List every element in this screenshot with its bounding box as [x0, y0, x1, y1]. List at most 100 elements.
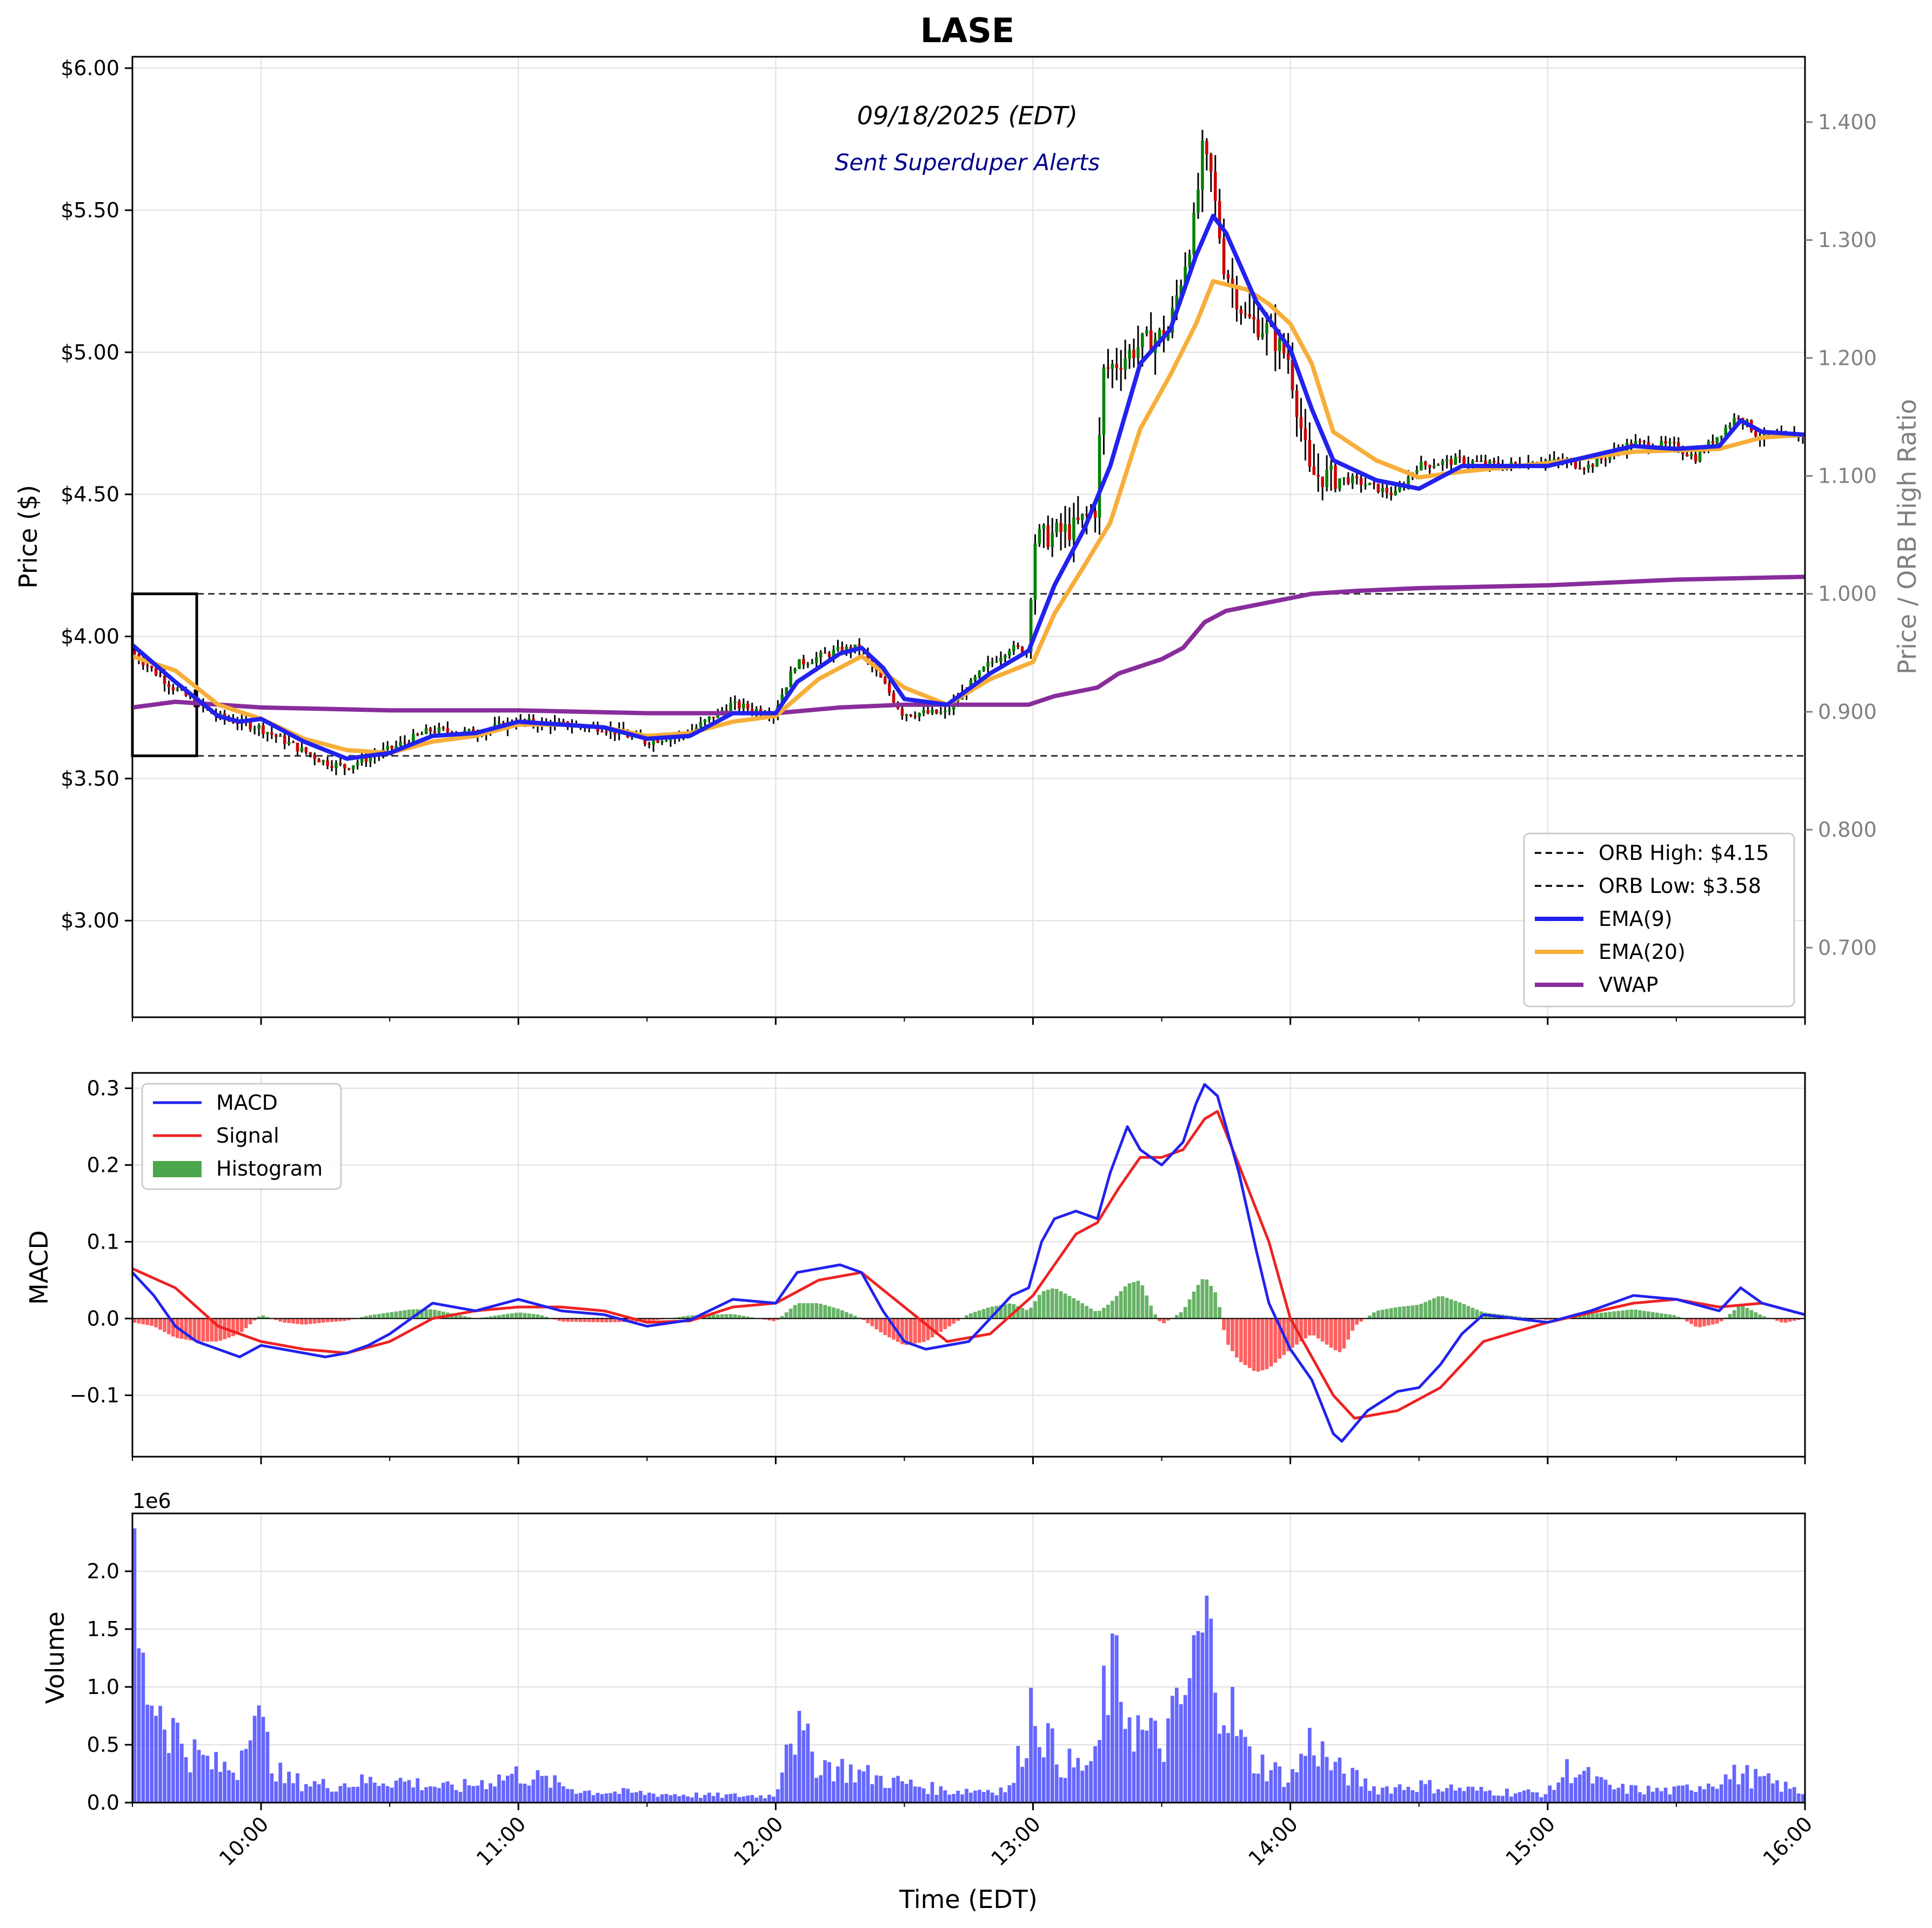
y-tick-label: 0.5: [87, 1733, 119, 1757]
candle-body: [1033, 543, 1037, 600]
candle-body: [836, 646, 840, 650]
volume-bar: [609, 1793, 613, 1803]
candle-body: [1415, 470, 1419, 473]
histogram-bar: [1590, 1313, 1595, 1319]
candle-body: [1715, 437, 1719, 444]
volume-bar: [960, 1794, 964, 1803]
candle-body: [1673, 442, 1676, 444]
volume-bars: [132, 1528, 1805, 1803]
volume-bar: [163, 1729, 166, 1803]
histogram-bar: [1269, 1318, 1273, 1367]
candle-body: [738, 701, 741, 709]
candle-body: [1394, 491, 1397, 495]
candle-body: [823, 652, 827, 654]
histogram-bar: [1359, 1318, 1363, 1322]
volume-bar: [913, 1786, 917, 1803]
volume-bar: [1621, 1784, 1625, 1803]
histogram-bar: [750, 1317, 754, 1319]
volume-bar: [681, 1794, 686, 1803]
candle-body: [973, 677, 977, 681]
histogram-bar: [1200, 1279, 1205, 1319]
volume-bar: [986, 1790, 990, 1803]
y2-tick-label: 0.800: [1818, 818, 1877, 842]
histogram-bar: [1694, 1318, 1698, 1327]
legend-label-orb-low: ORB Low: $3.58: [1599, 874, 1761, 898]
volume-bar: [167, 1753, 171, 1803]
candle-body: [1423, 462, 1427, 465]
volume-bar: [252, 1716, 257, 1803]
histogram-bar: [1072, 1298, 1076, 1319]
candle-body: [561, 721, 565, 723]
candle-body: [1068, 524, 1071, 541]
y-tick-label: $3.00: [61, 909, 119, 932]
histogram-bar: [1050, 1288, 1054, 1319]
histogram-bar: [861, 1318, 866, 1320]
histogram-bar: [1286, 1318, 1291, 1351]
histogram-bar: [1685, 1318, 1689, 1322]
candle-body: [1552, 458, 1556, 461]
histogram-bar: [1736, 1306, 1741, 1319]
volume-bar: [887, 1787, 892, 1803]
histogram-bar: [1059, 1291, 1063, 1319]
candle-body: [660, 741, 664, 743]
volume-bar: [1702, 1789, 1706, 1803]
volume-bar: [518, 1783, 523, 1803]
candle-body: [356, 762, 359, 766]
candle-body: [978, 671, 981, 677]
candle-body: [1629, 443, 1633, 445]
volume-bar: [720, 1798, 724, 1803]
candle-body: [733, 701, 737, 703]
candle-body: [1209, 154, 1213, 172]
candle-body: [1574, 461, 1577, 468]
price-gridlines: [132, 57, 1806, 1017]
volume-bar: [1080, 1770, 1085, 1803]
volume-bar: [506, 1776, 510, 1803]
volume-bar: [304, 1784, 308, 1803]
candle-body: [832, 650, 835, 657]
volume-bar: [788, 1743, 793, 1803]
legend-item-macd: MACD: [153, 1091, 278, 1115]
histogram-bar: [840, 1310, 844, 1319]
volume-bar: [1543, 1794, 1548, 1803]
candle-body: [1252, 317, 1256, 320]
candle-body: [1299, 417, 1303, 429]
histogram-bar: [1033, 1301, 1037, 1319]
histogram-bar: [772, 1318, 776, 1322]
volume-bar: [883, 1787, 887, 1803]
volume-bar: [724, 1794, 728, 1803]
histogram-bar: [312, 1318, 317, 1324]
ema9-line: [131, 214, 1806, 761]
candle-body: [1634, 441, 1637, 445]
histogram-bar: [278, 1318, 283, 1322]
histogram-bar: [321, 1318, 325, 1323]
volume-bar: [1659, 1791, 1663, 1803]
histogram-bar: [398, 1311, 403, 1319]
volume-bar: [1231, 1687, 1234, 1803]
candle-body: [1081, 513, 1084, 520]
histogram-bar: [1127, 1283, 1132, 1319]
candle-body: [1312, 466, 1316, 475]
volume-bar: [587, 1790, 591, 1803]
y2-tick-label: 0.900: [1818, 700, 1877, 724]
volume-bar: [265, 1731, 270, 1803]
candle-body: [694, 727, 698, 731]
volume-bar: [1432, 1793, 1436, 1803]
volume-bar: [827, 1762, 831, 1803]
histogram-bar: [527, 1313, 531, 1319]
histogram-bar: [681, 1316, 686, 1319]
volume-bar: [1016, 1746, 1020, 1803]
histogram-bar: [1025, 1310, 1029, 1319]
volume-bar: [1715, 1789, 1719, 1803]
volume-bar: [1196, 1631, 1200, 1803]
volume-bar: [840, 1759, 844, 1803]
histogram-bar: [917, 1318, 921, 1343]
histogram-bar: [1462, 1304, 1466, 1319]
volume-bar: [1779, 1791, 1783, 1803]
volume-offset-label: 1e6: [132, 1489, 171, 1513]
volume-bar: [227, 1770, 231, 1803]
histogram-bar: [720, 1314, 724, 1319]
histogram-bar: [1247, 1318, 1252, 1368]
volume-bar: [772, 1796, 776, 1803]
volume-bar: [1646, 1785, 1650, 1803]
volume-bar: [1676, 1785, 1681, 1803]
